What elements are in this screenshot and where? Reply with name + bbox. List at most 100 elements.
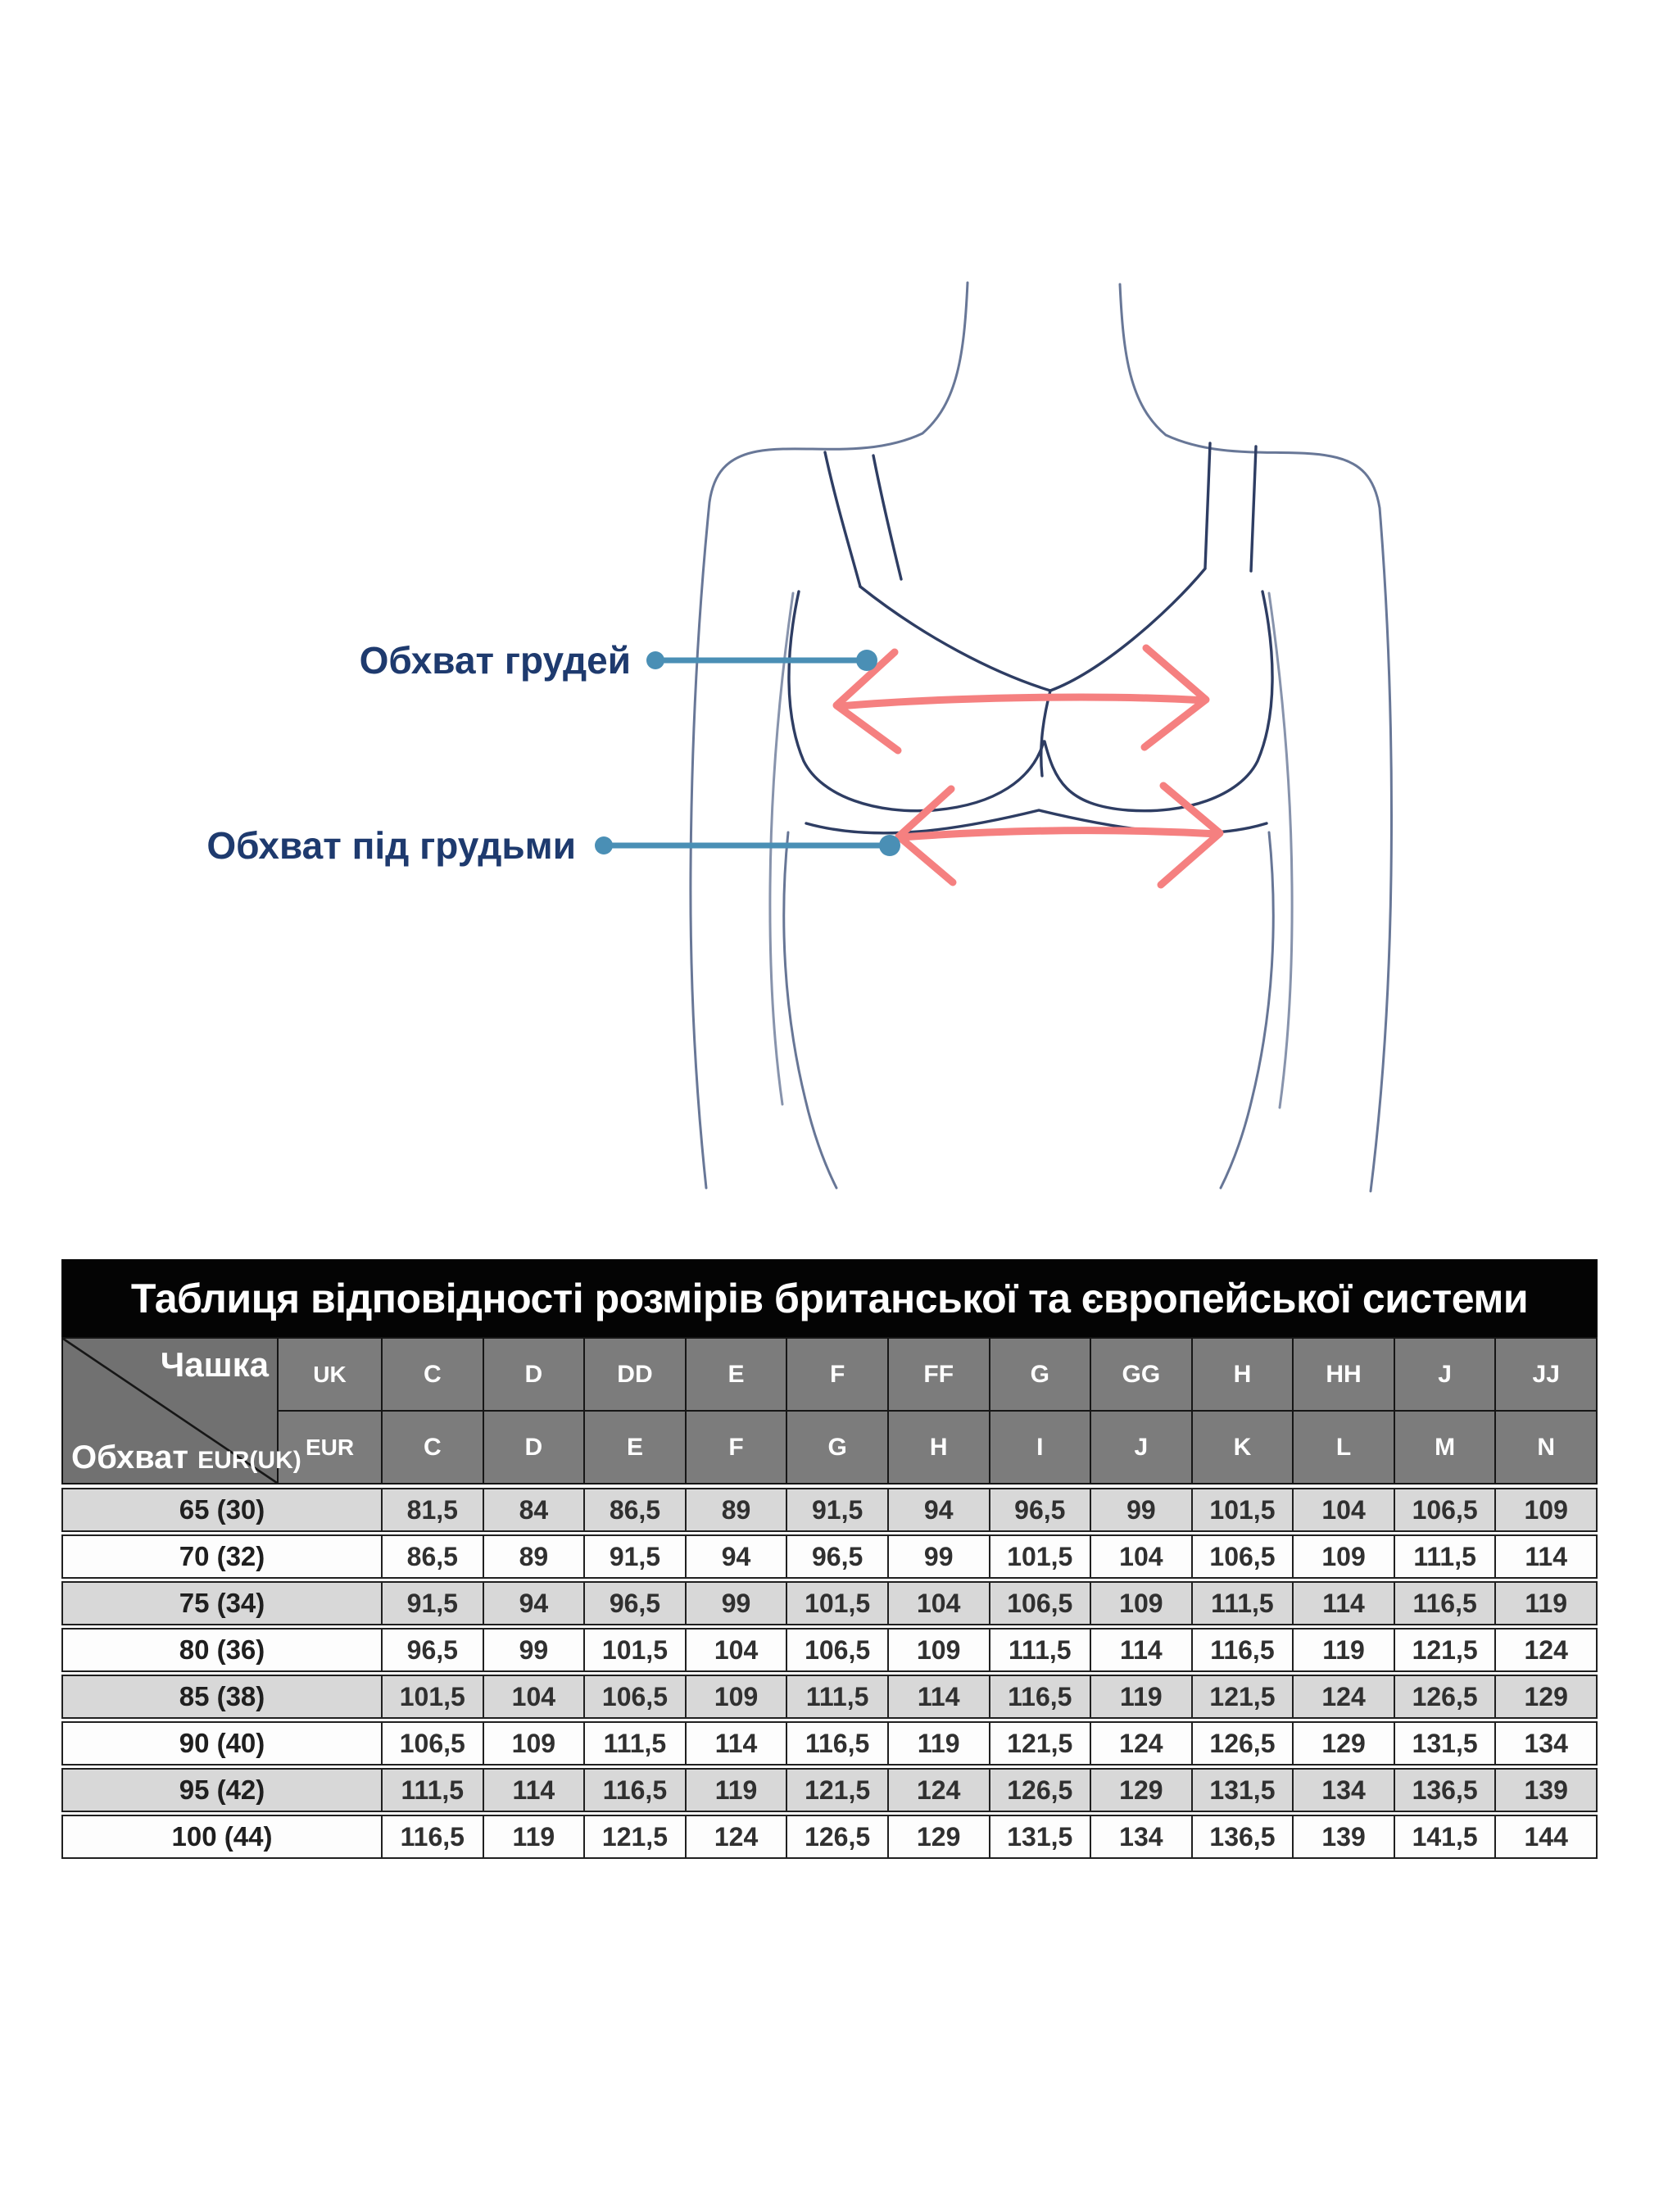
table-row: 75 (34) 91,5 94 96,5 99 101,5 104 106,5 … xyxy=(61,1581,1598,1625)
size-cell: 99 xyxy=(686,1583,786,1624)
bra-outline xyxy=(787,442,1274,835)
underbust-connector-dot-left xyxy=(595,836,613,854)
size-cell: 124 xyxy=(1496,1630,1596,1670)
size-cell: 121,5 xyxy=(787,1770,887,1811)
size-cell: 96,5 xyxy=(787,1536,887,1577)
bust-connector-dot-right xyxy=(856,650,877,671)
bra-neckline xyxy=(859,567,1207,692)
size-cell: 91,5 xyxy=(383,1583,483,1624)
size-cell: 136,5 xyxy=(1394,1770,1495,1811)
table-row: 65 (30) 81,5 84 86,5 89 91,5 94 96,5 99 … xyxy=(61,1488,1598,1532)
eur-cup-header: J xyxy=(1091,1412,1191,1483)
size-cell: 121,5 xyxy=(1394,1630,1495,1670)
eur-cup-header: F xyxy=(686,1412,786,1483)
size-cell: 116,5 xyxy=(787,1723,887,1764)
size-cell: 96,5 xyxy=(585,1583,685,1624)
size-cell: 131,5 xyxy=(1394,1723,1495,1764)
uk-cup-header: HH xyxy=(1294,1339,1394,1410)
measure-arrows xyxy=(832,644,1224,889)
uk-cup-header: E xyxy=(686,1339,786,1410)
size-cell: 139 xyxy=(1294,1816,1394,1857)
eur-cup-header: E xyxy=(585,1412,685,1483)
cup-axis-label: Чашка xyxy=(160,1345,269,1384)
size-cell: 109 xyxy=(1294,1536,1394,1577)
size-cell: 106,5 xyxy=(585,1676,685,1717)
uk-cup-header: J xyxy=(1394,1339,1495,1410)
underbust-connector-dot-right xyxy=(879,835,900,856)
inner-arm-left xyxy=(768,592,795,1106)
band-size-label: 75 (34) xyxy=(63,1583,381,1624)
size-cell: 126,5 xyxy=(787,1816,887,1857)
size-cell: 116,5 xyxy=(990,1676,1090,1717)
bra-strap-left-inner xyxy=(872,454,903,581)
size-cell: 86,5 xyxy=(383,1536,483,1577)
size-cell: 104 xyxy=(888,1583,989,1624)
table-row: 90 (40) 106,5 109 111,5 114 116,5 119 12… xyxy=(61,1721,1598,1766)
bra-cup-left xyxy=(787,590,1045,813)
torso-side-right xyxy=(1219,831,1275,1190)
band-size-label: 100 (44) xyxy=(63,1816,381,1857)
underbust-arrow-head-left xyxy=(895,785,957,886)
size-cell: 94 xyxy=(888,1489,989,1530)
bust-arrow-head-right xyxy=(1140,644,1210,751)
eur-cup-header: D xyxy=(483,1412,584,1483)
size-cell: 119 xyxy=(1294,1630,1394,1670)
eur-cup-header: N xyxy=(1496,1412,1596,1483)
size-cell: 121,5 xyxy=(990,1723,1090,1764)
size-cell: 119 xyxy=(1091,1676,1191,1717)
size-cell: 119 xyxy=(483,1816,584,1857)
size-cell: 129 xyxy=(1091,1770,1191,1811)
eur-cup-header: L xyxy=(1294,1412,1394,1483)
uk-cup-header: G xyxy=(990,1339,1090,1410)
table-header: Чашка Обхват EUR(UK) UK C D DD E F FF G … xyxy=(61,1337,1598,1484)
size-cell: 114 xyxy=(1496,1536,1596,1577)
size-cell: 109 xyxy=(888,1630,989,1670)
size-cell: 134 xyxy=(1091,1816,1191,1857)
eur-cup-header: H xyxy=(888,1412,989,1483)
size-cell: 121,5 xyxy=(1192,1676,1293,1717)
size-cell: 111,5 xyxy=(990,1630,1090,1670)
girth-axis-sub: EUR(UK) xyxy=(197,1447,301,1474)
inner-arm-right xyxy=(1267,592,1294,1109)
size-cell: 91,5 xyxy=(787,1489,887,1530)
size-cell: 106,5 xyxy=(383,1723,483,1764)
eur-cup-header: K xyxy=(1192,1412,1293,1483)
size-cell: 94 xyxy=(483,1583,584,1624)
table-row: 70 (32) 86,5 89 91,5 94 96,5 99 101,5 10… xyxy=(61,1534,1598,1579)
bust-connector-dot-left xyxy=(646,651,664,669)
diagonal-divider xyxy=(63,1339,277,1483)
size-cell: 124 xyxy=(1091,1723,1191,1764)
size-cell: 131,5 xyxy=(1192,1770,1293,1811)
size-cell: 91,5 xyxy=(585,1536,685,1577)
size-cell: 101,5 xyxy=(585,1630,685,1670)
size-cell: 99 xyxy=(1091,1489,1191,1530)
size-cell: 106,5 xyxy=(787,1630,887,1670)
size-cell: 84 xyxy=(483,1489,584,1530)
bust-double-arrow xyxy=(836,693,1208,710)
size-cell: 101,5 xyxy=(990,1536,1090,1577)
size-cell: 101,5 xyxy=(787,1583,887,1624)
size-cell: 119 xyxy=(1496,1583,1596,1624)
size-cell: 134 xyxy=(1294,1770,1394,1811)
size-cell: 116,5 xyxy=(1394,1583,1495,1624)
size-cell: 86,5 xyxy=(585,1489,685,1530)
size-cell: 104 xyxy=(1091,1536,1191,1577)
size-cell: 126,5 xyxy=(1192,1723,1293,1764)
size-cell: 119 xyxy=(888,1723,989,1764)
table-title: Таблиця відповідності розмірів британськ… xyxy=(61,1259,1598,1337)
eur-cup-header: M xyxy=(1394,1412,1495,1483)
band-size-label: 95 (42) xyxy=(63,1770,381,1811)
bra-strap-left xyxy=(823,451,862,588)
size-cell: 126,5 xyxy=(990,1770,1090,1811)
uk-cup-header: C xyxy=(383,1339,483,1410)
label-connectors xyxy=(595,650,900,856)
size-cell: 124 xyxy=(888,1770,989,1811)
eur-cup-header: G xyxy=(787,1412,887,1483)
size-cell: 111,5 xyxy=(383,1770,483,1811)
corner-cell: Чашка Обхват EUR(UK) xyxy=(63,1339,301,1483)
size-cell: 116,5 xyxy=(585,1770,685,1811)
size-cell: 124 xyxy=(1294,1676,1394,1717)
eur-cup-header: I xyxy=(990,1412,1090,1483)
size-cell: 111,5 xyxy=(585,1723,685,1764)
measurement-diagram: Обхват грудей Обхват під грудьми xyxy=(206,281,1393,1193)
